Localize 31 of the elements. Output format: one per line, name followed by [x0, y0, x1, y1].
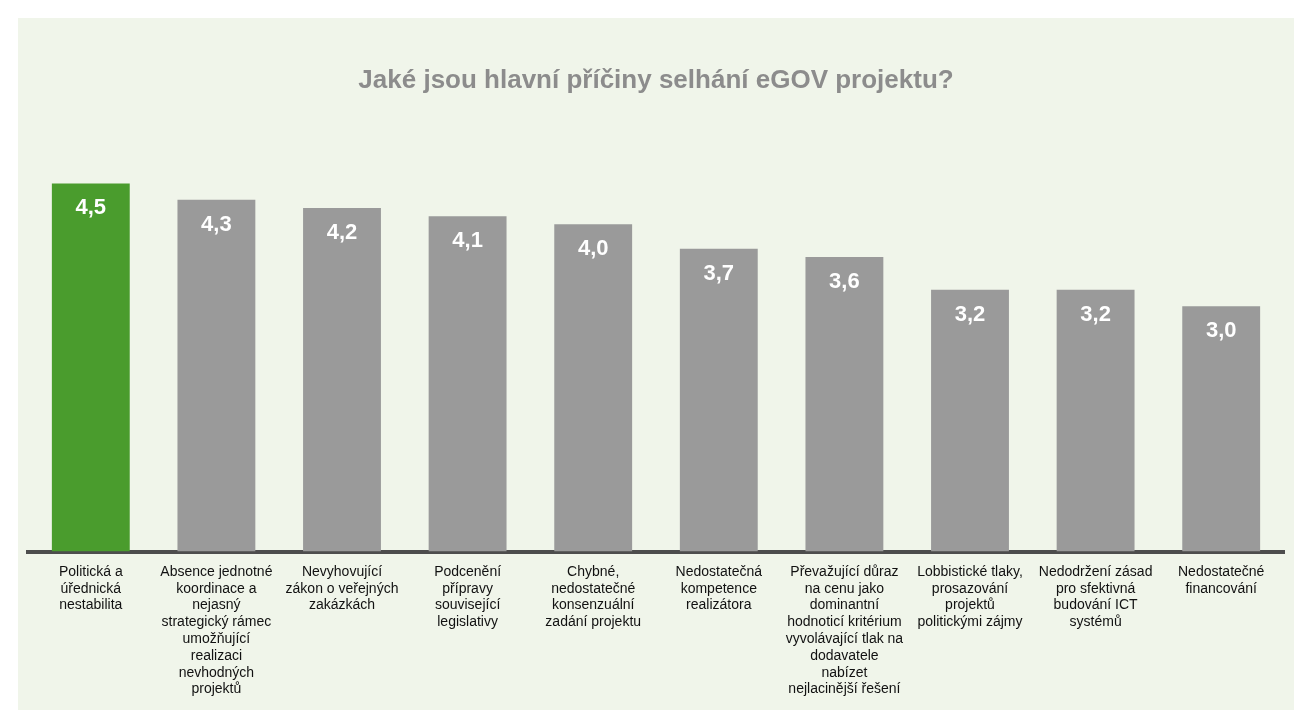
data-label: 4,5: [75, 194, 107, 220]
bar: [805, 257, 884, 552]
bar: [1182, 306, 1261, 552]
x-tick-label: Absence jednotné koordinace a nejasný strategický rámec umožňující realizaci nevhodných projektů: [160, 562, 273, 697]
x-tick-label: Nedostatečné financování: [1178, 562, 1265, 596]
bar: [303, 207, 381, 552]
x-tick-label: Politická a úřednická nestabilita: [58, 562, 123, 613]
bar: [51, 183, 130, 552]
data-label: 4,1: [452, 227, 483, 253]
data-label: 3,2: [954, 300, 986, 326]
data-label: 4,2: [326, 219, 358, 245]
bar: [554, 224, 633, 552]
bar: [428, 216, 507, 552]
x-tick-label: Podcenění přípravy související legislativy: [434, 562, 502, 630]
bar: [931, 289, 1009, 552]
data-label: 3,0: [1205, 317, 1237, 343]
x-tick-label: Nevyhovující zákon o veřejných zakázkách: [285, 562, 399, 613]
x-tick-label: Lobbistické tlaky, prosazování projektů politickými zájmy: [917, 562, 1023, 630]
x-tick-label: Převažující důraz na cenu jako dominantní hodnoticí kritérium vyvolávající tlak na dodavatele nabízet nejlacinější řešení: [785, 562, 904, 697]
data-label: 3,7: [703, 259, 735, 285]
bar: [177, 199, 256, 552]
data-label: 3,2: [1080, 300, 1111, 326]
data-label: 4,3: [201, 210, 232, 236]
x-tick-label: Chybné, nedostatečné konsenzuální zadání projektu: [545, 562, 642, 630]
bar: [1056, 289, 1135, 552]
data-label: 3,6: [829, 268, 860, 294]
chart-title: Jaké jsou hlavní příčiny selhání eGOV projektu?: [357, 64, 955, 95]
data-label: 4,0: [577, 235, 609, 261]
x-tick-label: Nedostatečná kompetence realizátora: [675, 562, 763, 613]
x-tick-label: Nedodržení zásad pro sfektivná budování ICT systémů: [1038, 562, 1153, 630]
bar: [679, 248, 758, 552]
